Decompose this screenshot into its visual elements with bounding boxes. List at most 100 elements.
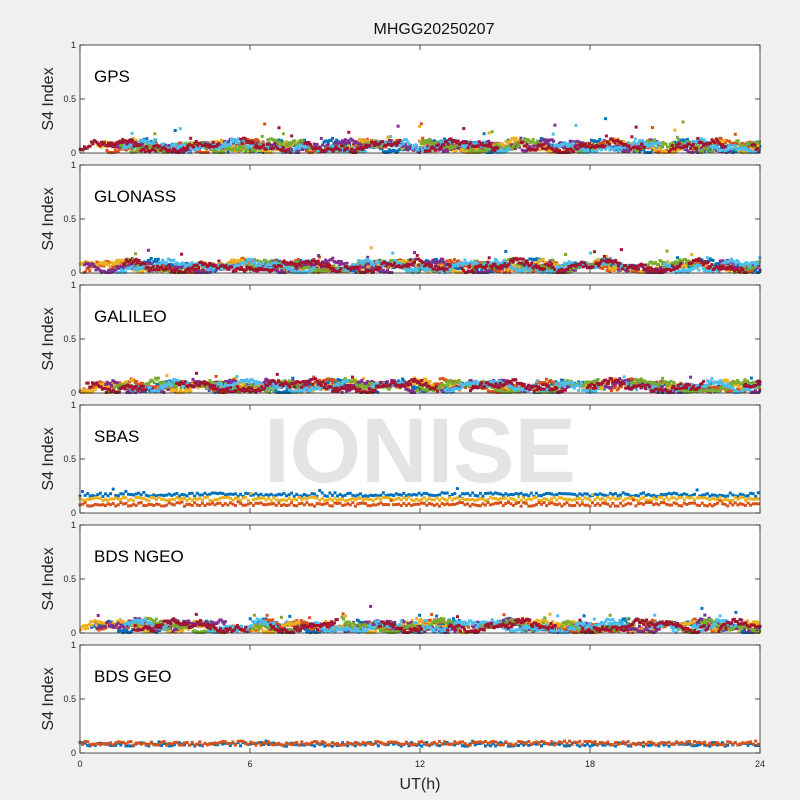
data-point	[733, 144, 737, 148]
data-point	[101, 142, 105, 146]
data-point	[287, 265, 291, 269]
data-point	[240, 144, 244, 148]
data-point	[268, 263, 272, 267]
data-point	[671, 261, 675, 265]
data-point	[728, 143, 732, 147]
data-point	[599, 148, 603, 152]
data-point	[473, 142, 477, 146]
data-point	[242, 145, 246, 149]
data-point	[753, 143, 757, 147]
data-point	[685, 139, 689, 143]
data-point	[576, 139, 580, 143]
data-point	[523, 266, 527, 270]
data-point	[442, 137, 446, 141]
data-point	[310, 151, 314, 154]
data-point	[184, 147, 188, 151]
data-point	[237, 150, 240, 153]
data-point	[723, 141, 727, 145]
data-point	[564, 264, 568, 267]
data-point	[506, 138, 510, 142]
data-point	[133, 141, 137, 145]
data-point	[684, 141, 688, 145]
data-point	[172, 258, 176, 262]
data-point	[233, 258, 236, 262]
data-point	[684, 265, 688, 269]
data-point	[285, 140, 289, 144]
data-point	[342, 140, 346, 144]
data-point	[131, 137, 135, 141]
data-point	[119, 140, 123, 144]
data-point	[541, 257, 545, 261]
data-point	[291, 267, 295, 271]
data-point	[250, 148, 254, 152]
data-point	[299, 259, 303, 262]
data-point	[417, 151, 421, 154]
data-point	[95, 260, 99, 264]
data-point	[360, 139, 364, 143]
data-point	[273, 142, 277, 146]
data-point	[754, 268, 757, 272]
data-point	[665, 149, 669, 152]
data-point	[566, 151, 570, 154]
data-point	[699, 137, 703, 141]
data-point	[301, 148, 305, 151]
data-point	[609, 140, 613, 144]
data-point	[401, 142, 405, 146]
data-point	[150, 148, 154, 152]
data-point	[393, 149, 397, 153]
data-point	[280, 148, 284, 152]
data-point	[231, 140, 235, 144]
data-point	[105, 261, 109, 265]
data-point	[108, 271, 112, 274]
data-point	[229, 138, 233, 142]
data-point	[374, 140, 378, 144]
data-point	[691, 267, 695, 271]
data-point	[655, 149, 659, 153]
data-point	[701, 267, 705, 271]
data-point	[304, 141, 308, 144]
data-point	[668, 142, 672, 146]
data-point	[142, 148, 146, 152]
data-point	[532, 270, 536, 273]
data-point	[568, 267, 572, 271]
data-point	[711, 270, 715, 274]
data-point	[659, 266, 663, 269]
data-point	[548, 148, 552, 152]
data-point	[351, 151, 355, 154]
data-point	[453, 266, 457, 270]
data-point	[432, 265, 436, 269]
data-point	[463, 258, 467, 262]
data-point	[747, 262, 750, 266]
data-point	[704, 266, 708, 270]
data-point	[206, 142, 210, 146]
data-point	[350, 147, 354, 151]
data-point	[469, 260, 473, 264]
data-point	[140, 142, 144, 146]
data-point	[438, 259, 442, 263]
panel-label: GPS	[94, 67, 130, 86]
data-point	[571, 141, 575, 145]
data-point	[578, 141, 582, 145]
data-point	[251, 257, 255, 261]
data-point	[433, 148, 437, 152]
data-point	[308, 147, 312, 150]
data-point	[611, 267, 615, 271]
data-point	[442, 260, 446, 264]
data-point	[700, 263, 704, 267]
data-point	[116, 141, 120, 145]
data-point	[149, 257, 153, 260]
data-point	[574, 123, 578, 127]
data-point	[584, 148, 588, 152]
data-point	[448, 140, 451, 144]
plot-area	[80, 45, 760, 153]
data-point	[607, 142, 611, 146]
data-point	[325, 259, 329, 263]
data-point	[474, 148, 478, 152]
data-point	[415, 267, 419, 271]
data-point	[446, 142, 450, 146]
data-point	[563, 151, 567, 154]
data-point	[713, 141, 717, 145]
data-point	[352, 149, 356, 152]
data-point	[190, 261, 194, 265]
data-point	[467, 150, 471, 154]
